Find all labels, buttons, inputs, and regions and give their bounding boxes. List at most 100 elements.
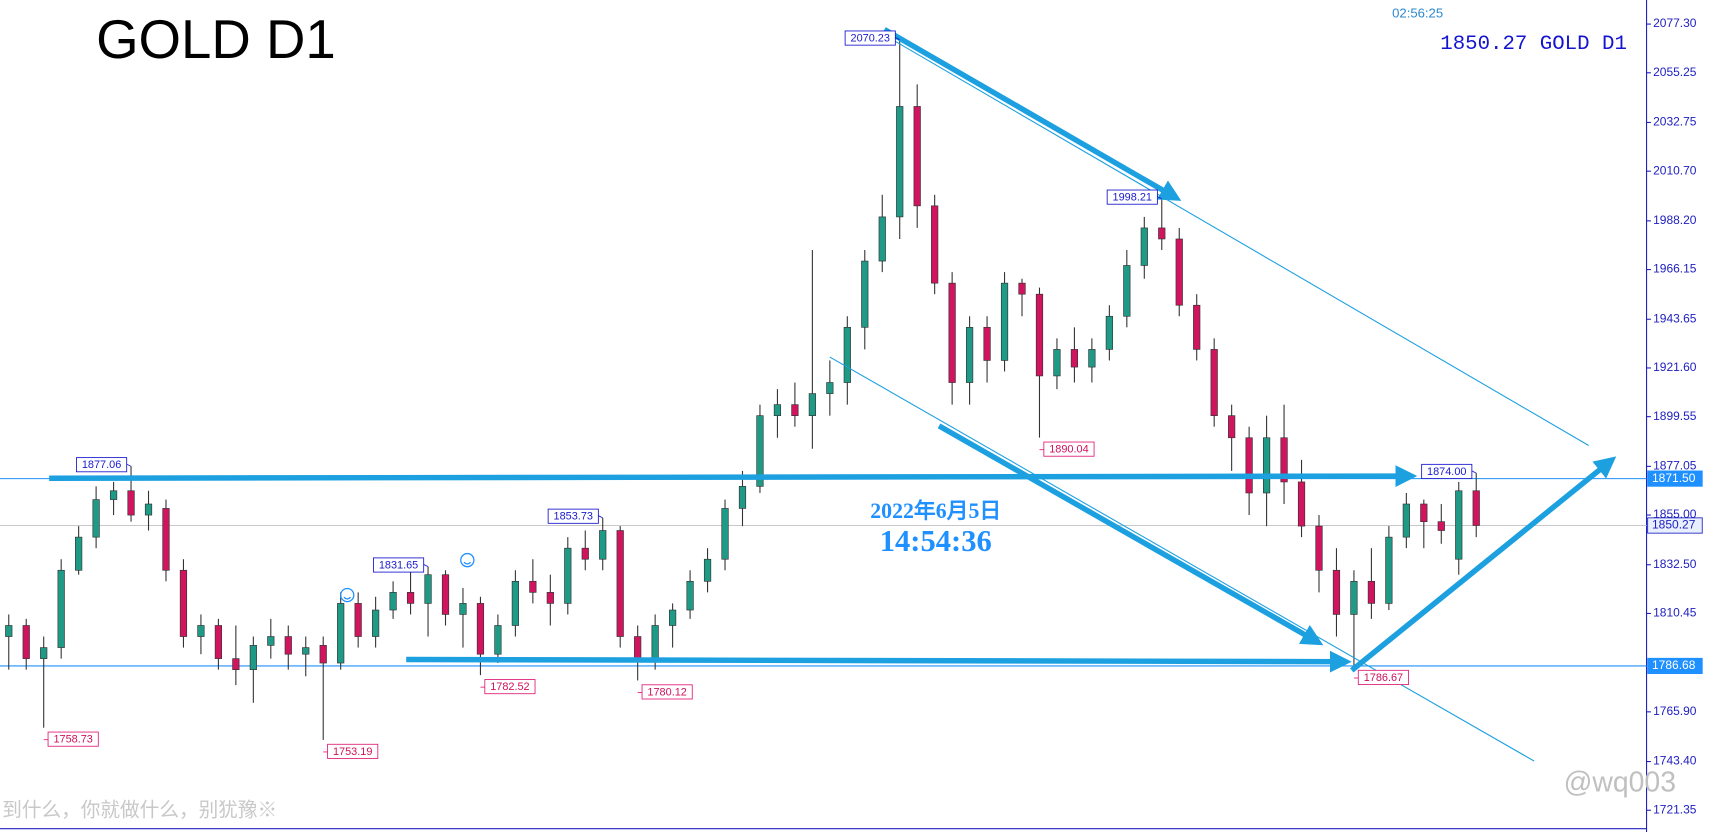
clock: 02:56:25 [1392,6,1443,21]
smiley [343,596,351,600]
watermark: @wq003 [1564,766,1676,798]
candle-body [127,490,135,516]
candle-body [581,547,589,560]
candle-body [284,636,292,655]
candle-body [459,603,467,615]
y-tick-label: 2077.30 [1653,16,1697,30]
candle-body [791,404,799,416]
price-label: 1850.27 [1652,518,1696,532]
label-leader [126,463,132,467]
candle-body [1385,536,1393,604]
date-text: 2022年6月5日 [870,498,1001,523]
candle-body [197,625,205,637]
candle-body [721,508,729,560]
candle-body [546,592,554,604]
candle-body [1420,503,1428,523]
smiley [460,552,475,568]
arrow [406,650,1352,673]
candle-body [75,536,83,571]
trend-line [889,37,1589,446]
footer-text: 到什么，你就做什么，别犹豫※ [2,799,277,821]
candle-body [179,569,188,637]
chart-title: GOLD D1 [96,9,336,70]
candle-body [406,592,415,604]
candle-body [931,205,939,284]
y-tick-label: 2055.25 [1653,65,1697,79]
price-label-box [1647,517,1703,534]
candle-body [372,609,380,637]
high-label: 2070.23 [851,32,890,44]
candle-body [302,647,310,655]
candle-body [354,603,362,637]
label-box [1106,189,1158,205]
candle-body [843,326,851,383]
candle-body [1035,293,1044,377]
y-tick-label: 1810.45 [1653,606,1697,620]
low-label: 1753.19 [333,746,372,758]
high-label: 1831.65 [379,559,418,571]
candle-body [1000,282,1009,361]
y-tick-label: 1899.55 [1653,409,1697,423]
candle-body [1018,282,1026,295]
label-leader [895,37,900,41]
label-box [373,557,425,573]
candle-body [337,603,345,664]
label-box [1357,669,1409,685]
y-tick-label: 1966.15 [1653,262,1697,276]
label-box [327,743,379,759]
low-label: 1786.67 [1364,672,1403,684]
label-box [484,679,536,695]
candle-body [214,625,223,659]
candle-body [1280,437,1288,483]
label-box [1421,463,1473,479]
candle-body [634,636,642,659]
candle-body [913,106,921,207]
y-tick-label: 1721.35 [1653,802,1697,816]
label-box [76,457,128,473]
header-price: 1850.27 GOLD D1 [1440,33,1627,56]
label-box [844,30,896,46]
candle-body [511,580,519,626]
candle-body [1367,580,1376,604]
trend-lines [49,27,1617,762]
candle-body [703,558,712,582]
candle-body [319,645,327,664]
y-tick-label: 1743.40 [1653,754,1697,768]
price-label-box [1647,657,1703,675]
arrow [1350,456,1617,673]
candle-body [773,404,782,416]
candle-body [1455,490,1463,560]
candle-body [529,580,537,593]
candle-body [5,625,13,637]
candle-body [861,260,869,328]
low-label: 1780.12 [647,686,686,698]
candle-body [144,503,153,516]
candle-body [599,530,607,560]
high-label: 1853.73 [554,511,593,523]
candle-body [983,326,991,361]
candle-body [1315,525,1323,571]
low-label: 1758.73 [53,734,92,746]
candle-body [1437,521,1445,531]
candle-body [616,530,624,637]
candle-body [896,106,904,218]
low-label: 1782.52 [490,681,529,693]
label-leader [598,515,603,519]
candles [5,39,1480,740]
candle-body [1123,265,1131,317]
candle-body [1140,227,1148,266]
candle-body [564,547,572,604]
label-box [47,731,99,747]
y-tick-label: 2010.70 [1653,163,1697,177]
arrow [883,27,1182,201]
candle-body [948,282,956,383]
candle-body [441,574,450,615]
y-tick-label: 1943.65 [1653,311,1697,325]
smiley-icons [340,552,475,603]
candle-body [92,499,100,538]
label-box [641,684,693,700]
candle-body [1158,227,1166,240]
candle-body [232,658,240,670]
